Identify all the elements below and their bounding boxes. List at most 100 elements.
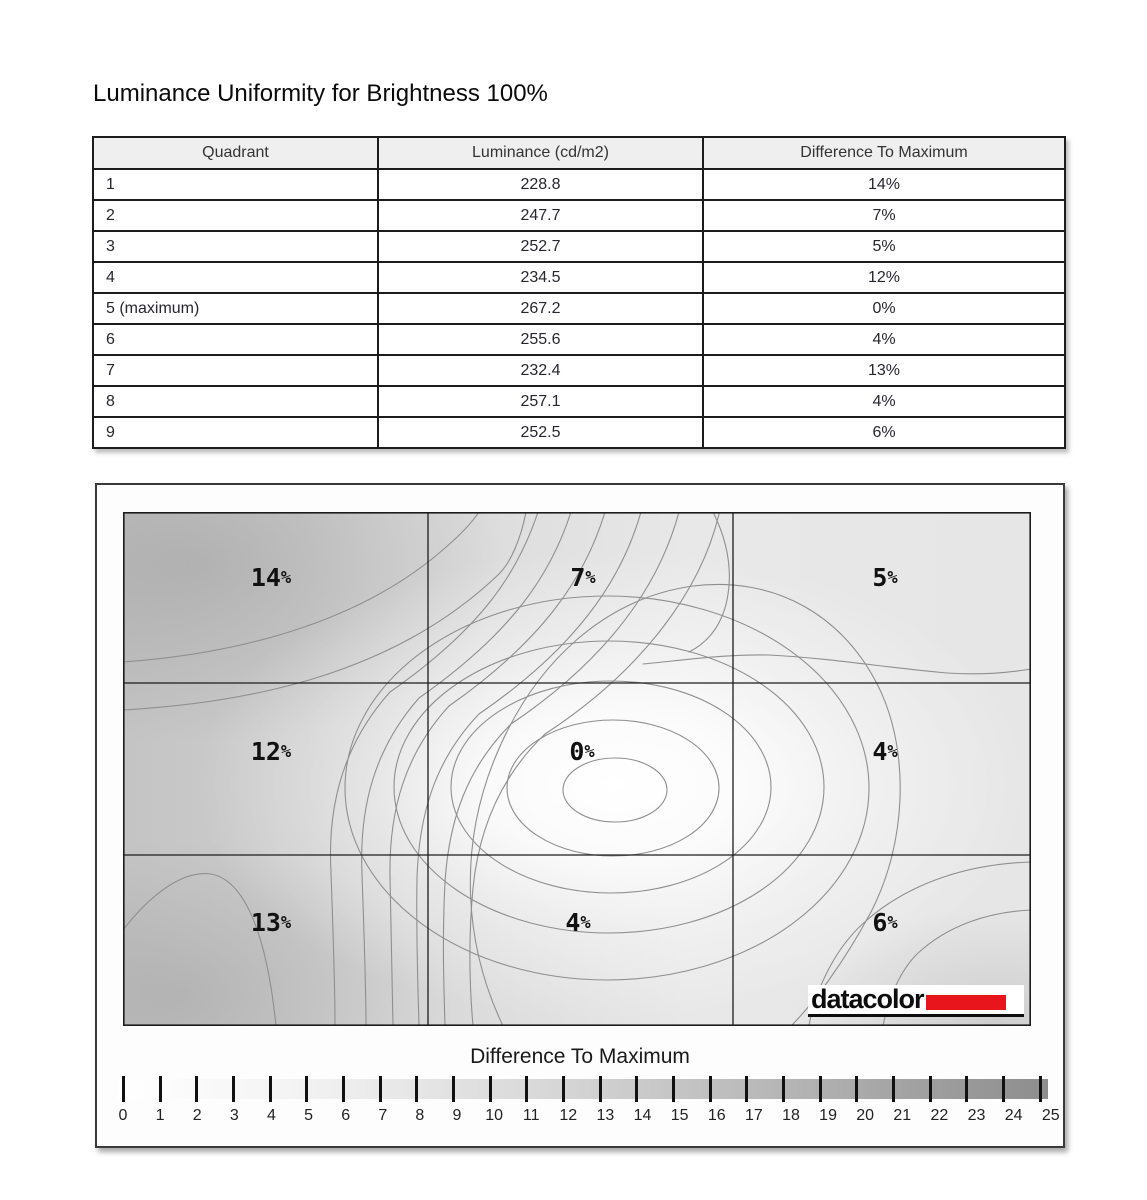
contour-lines (123, 512, 1031, 1026)
scale-tick-labels: 0 1 2 3 4 5 6 7 8 9 10 11 12 13 14 15 16 17 18 19 20 21 22 23 24… (109, 1107, 1065, 1125)
scale-tick-label: 25 (1041, 1107, 1060, 1124)
scale-tick (818, 1076, 822, 1102)
scale-tick-marks (122, 1076, 1042, 1102)
scale-tick (268, 1076, 272, 1102)
scale-tick-label: 15 (670, 1107, 689, 1124)
scale-tick (195, 1076, 199, 1102)
scale-tick-label: 17 (744, 1107, 763, 1124)
quadrant-label: 12% (251, 737, 292, 766)
quadrant-cell: 9 (92, 416, 379, 449)
quadrant-label: 5% (872, 563, 898, 592)
table-row: 6 255.6 4% (92, 323, 1066, 356)
quadrant-cell: 4 (92, 261, 379, 294)
scale-tick-label: 11 (522, 1107, 540, 1124)
scale-tick-label: 23 (967, 1107, 986, 1124)
scale-tick-label: 6 (341, 1107, 351, 1124)
scale-tick (635, 1076, 639, 1102)
table-row: 1 228.8 14% (92, 168, 1066, 201)
scale-tick-label: 14 (633, 1107, 652, 1124)
scale-tick-label: 2 (192, 1107, 202, 1124)
quadrant-cell: 7 (92, 354, 379, 387)
scale-tick-label: 24 (1004, 1107, 1023, 1124)
scale-tick-label: 21 (893, 1107, 912, 1124)
scale-tick (378, 1076, 382, 1102)
datacolor-logo: datacolor (808, 985, 1024, 1017)
scale-tick-label: 1 (155, 1107, 165, 1124)
scale-tick-label: 3 (229, 1107, 239, 1124)
scale-tick (488, 1076, 492, 1102)
quadrant-label: 0% (569, 737, 595, 766)
datacolor-logo-red-bar (925, 994, 1006, 1010)
scale-tick (708, 1076, 712, 1102)
scale-tick (452, 1076, 456, 1102)
scale-tick-label: 5 (304, 1107, 313, 1124)
quadrant-cell: 8 (92, 385, 379, 418)
scale-tick (745, 1076, 749, 1102)
scale-tick (928, 1076, 932, 1102)
luminance-cell: 255.6 (377, 323, 704, 356)
table-row: 8 257.1 4% (92, 385, 1066, 418)
scale-tick (892, 1076, 896, 1102)
scale-tick-label: 8 (415, 1107, 425, 1124)
quadrant-label: 4% (565, 908, 591, 937)
quadrant-label: 14% (251, 563, 292, 592)
scale-tick (415, 1076, 419, 1102)
scale-tick (342, 1076, 346, 1102)
table-row: 5 (maximum) 267.2 0% (92, 292, 1066, 325)
scale-tick-label: 20 (856, 1107, 875, 1124)
scale-tick (232, 1076, 236, 1102)
quadrant-cell: 6 (92, 323, 379, 356)
colorbar-title: Difference To Maximum (470, 1045, 690, 1068)
scale-tick (562, 1076, 566, 1102)
table-row: 9 252.5 6% (92, 416, 1066, 449)
quadrant-cell: 5 (maximum) (92, 292, 379, 325)
col-header-luminance: Luminance (cd/m2) (377, 136, 704, 170)
scale-tick-label: 9 (452, 1107, 462, 1124)
scale-tick-label: 10 (485, 1107, 503, 1124)
scale-tick-label: 19 (819, 1107, 837, 1124)
difference-cell: 4% (702, 323, 1066, 356)
table-row: 3 252.7 5% (92, 230, 1066, 263)
luminance-cell: 228.8 (377, 168, 704, 201)
difference-cell: 13% (702, 354, 1066, 387)
quadrant-cell: 2 (92, 199, 379, 232)
datacolor-logo-text: datacolor (811, 984, 925, 1014)
scale-tick (855, 1076, 859, 1102)
quadrant-cell: 3 (92, 230, 379, 263)
luminance-cell: 234.5 (377, 261, 704, 294)
scale-tick (525, 1076, 529, 1102)
scale-tick-label: 12 (559, 1107, 578, 1124)
col-header-quadrant: Quadrant (92, 136, 379, 170)
scale-tick-label: 22 (930, 1107, 949, 1124)
quadrant-grid-lines (123, 512, 1031, 1026)
scale-tick (598, 1076, 602, 1102)
scale-tick (305, 1076, 309, 1102)
colorbar-gradient: 0 1 2 3 4 5 6 7 8 9 10 11 12 13 14 15 16 17 18 19 20 21 22 23 24… (118, 1076, 1060, 1124)
quadrant-label: 4% (872, 737, 898, 766)
table-row: 2 247.7 7% (92, 199, 1066, 232)
quadrant-label: 7% (570, 563, 596, 592)
scale-tick (1002, 1076, 1006, 1102)
luminance-cell: 252.5 (377, 416, 704, 449)
quadrant-label: 13% (251, 908, 292, 937)
scale-tick (965, 1076, 969, 1102)
luminance-table: Quadrant Luminance (cd/m2) Difference To… (92, 136, 1066, 449)
luminance-cell: 247.7 (377, 199, 704, 232)
scale-tick (782, 1076, 786, 1102)
scale-tick-label: 16 (707, 1107, 726, 1124)
scale-tick (122, 1076, 125, 1102)
difference-cell: 4% (702, 385, 1066, 418)
col-header-difference: Difference To Maximum (702, 136, 1066, 170)
luminance-cell: 267.2 (377, 292, 704, 325)
difference-cell: 7% (702, 199, 1066, 232)
page-title: Luminance Uniformity for Brightness 100% (93, 80, 548, 107)
table-row: 4 234.5 12% (92, 261, 1066, 294)
quadrant-label: 6% (872, 908, 898, 937)
scale-tick-label: 7 (378, 1107, 388, 1124)
luminance-cell: 232.4 (377, 354, 704, 387)
difference-cell: 5% (702, 230, 1066, 263)
scale-tick-label: 13 (596, 1107, 615, 1124)
scale-tick-label: 0 (118, 1107, 128, 1124)
uniformity-figure: 14% 7% 5% 12% 0% 4% 13% 4% 6% datacolor … (95, 483, 1065, 1148)
luminance-cell: 252.7 (377, 230, 704, 263)
